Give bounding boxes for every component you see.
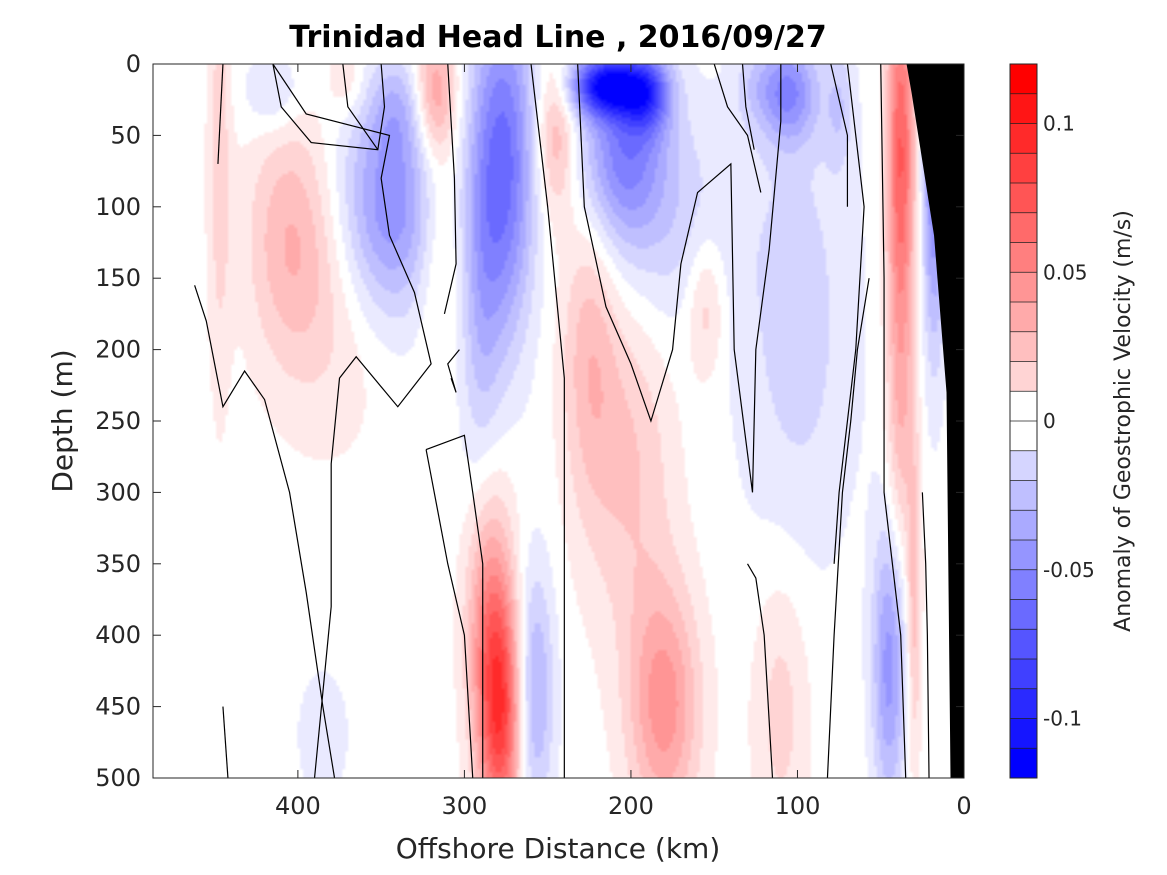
x-tick-label: 100 — [775, 792, 821, 820]
zero-contour-line-15 — [826, 278, 870, 778]
y-tick-label: 200 — [95, 336, 141, 364]
colorbar-bin — [1010, 629, 1037, 659]
colorbar-tick-label: -0.05 — [1043, 558, 1095, 582]
colorbar-bin — [1010, 421, 1037, 451]
colorbar-bin — [1010, 718, 1037, 749]
zero-contour-line-16 — [746, 563, 774, 778]
colorbar-bin — [1010, 331, 1037, 362]
y-tick-label: 450 — [95, 693, 141, 721]
colorbar-bin — [1010, 153, 1037, 183]
colorbar-tick-label: 0 — [1043, 409, 1056, 433]
colorbar-bin — [1010, 212, 1037, 243]
zero-contour-line-4 — [447, 349, 460, 393]
y-tick-label: 0 — [126, 50, 141, 78]
colorbar-bin — [1010, 93, 1037, 124]
colorbar-bin — [1010, 242, 1037, 273]
colorbar-bin — [1010, 183, 1037, 213]
zero-contour-line-3 — [443, 64, 457, 315]
zero-contour-line-0 — [217, 64, 224, 164]
colorbar-bin — [1010, 569, 1037, 600]
zero-contour-line-13 — [833, 64, 865, 564]
colorbar-bin — [1010, 659, 1037, 689]
land-mask — [906, 64, 964, 778]
chart-title: Trinidad Head Line , 2016/09/27 — [289, 20, 826, 55]
zero-contour-line-8 — [425, 434, 484, 778]
zero-contour-line-2 — [342, 64, 379, 151]
colorbar-tick-label: -0.1 — [1043, 707, 1082, 731]
zero-contour-line-17 — [880, 64, 907, 778]
y-tick-label: 100 — [95, 193, 141, 221]
colorbar-bin — [1010, 123, 1037, 154]
zero-contour-line-14 — [830, 64, 849, 207]
colorbar-bin — [1010, 302, 1037, 332]
colorbar-bin — [1010, 540, 1037, 570]
y-axis-title: Depth (m) — [46, 349, 79, 492]
y-axis: 0 50 100 150 200 250 300 350 400 450 500 — [95, 50, 964, 792]
colorbar-bin — [1010, 688, 1037, 719]
zero-contour-layer — [194, 64, 930, 778]
colorbar — [1010, 64, 1037, 779]
colorbar-tick-label: 0.05 — [1043, 260, 1088, 284]
colorbar-bin — [1010, 391, 1037, 421]
y-tick-label: 150 — [95, 264, 141, 292]
x-tick-label: 200 — [608, 792, 654, 820]
y-tick-label: 400 — [95, 621, 141, 649]
x-tick-label: 300 — [442, 792, 488, 820]
zero-contour-line-11 — [713, 64, 762, 193]
zero-contour-line-6 — [272, 64, 432, 778]
zero-contour-line-1 — [272, 64, 386, 151]
y-tick-label: 250 — [95, 407, 141, 435]
colorbar-bin — [1010, 361, 1037, 392]
colorbar-bin — [1010, 480, 1037, 511]
y-tick-label: 50 — [110, 121, 141, 149]
zero-contour-line-18 — [921, 492, 930, 778]
colorbar-bin — [1010, 64, 1037, 94]
zero-contour-line-12 — [741, 64, 755, 150]
velocity-heatmap — [153, 64, 964, 778]
zero-contour-line-5 — [194, 285, 336, 778]
colorbar-ticks: 0.1 0.05 0 -0.05 -0.1 — [1043, 112, 1095, 731]
colorbar-frame — [1009, 63, 1038, 779]
colorbar-bin — [1010, 599, 1037, 630]
colorbar-bin — [1010, 450, 1037, 481]
y-tick-label: 300 — [95, 478, 141, 506]
colorbar-tick-label: 0.1 — [1043, 112, 1075, 136]
y-tick-label: 500 — [95, 764, 141, 792]
zero-contour-line-7 — [425, 449, 474, 778]
y-tick-label: 350 — [95, 550, 141, 578]
x-axis-title: Offshore Distance (km) — [396, 832, 721, 865]
x-tick-label: 400 — [275, 792, 321, 820]
colorbar-bin — [1010, 748, 1037, 778]
zero-contour-line-19 — [222, 706, 229, 778]
zero-contour-line-10 — [577, 64, 782, 493]
x-axis: 400 300 200 100 0 — [275, 64, 972, 820]
colorbar-bin — [1010, 272, 1037, 302]
zero-contour-line-9 — [530, 64, 565, 778]
colorbar-title: Anomaly of Geostrophic Velocity (m/s) — [1111, 210, 1136, 632]
colorbar-bin — [1010, 510, 1037, 540]
x-tick-label: 0 — [956, 792, 971, 820]
